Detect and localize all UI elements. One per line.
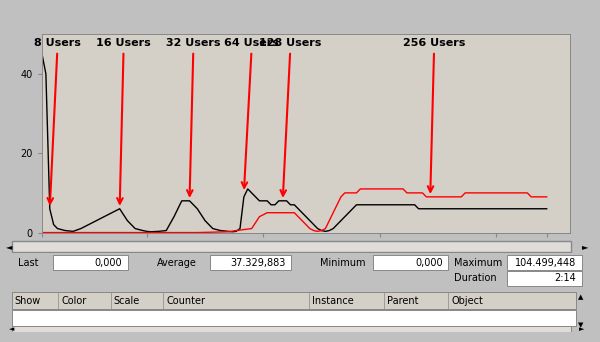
Text: 0,000: 0,000 — [95, 258, 122, 268]
Text: ◄: ◄ — [5, 242, 12, 251]
Text: Last: Last — [17, 258, 38, 268]
Bar — [373, 255, 448, 270]
Text: Duration: Duration — [454, 273, 497, 283]
Bar — [12, 292, 577, 309]
Text: 16 Users: 16 Users — [97, 38, 151, 203]
Text: 128 Users: 128 Users — [259, 38, 322, 196]
Text: ►: ► — [582, 242, 589, 251]
Text: Maximum: Maximum — [454, 258, 502, 268]
Bar — [506, 255, 582, 270]
Text: Show: Show — [15, 295, 41, 305]
Text: ▲: ▲ — [578, 294, 583, 300]
Text: Object: Object — [451, 295, 483, 305]
Text: Counter: Counter — [166, 295, 205, 305]
Text: ▼: ▼ — [578, 323, 583, 329]
Text: 2:14: 2:14 — [554, 273, 577, 283]
Text: Instance: Instance — [311, 295, 353, 305]
Text: ◄: ◄ — [9, 326, 14, 332]
Text: Color: Color — [61, 295, 86, 305]
Text: 32 Users: 32 Users — [166, 38, 221, 196]
Text: 104.499,448: 104.499,448 — [515, 258, 577, 268]
Text: 256 Users: 256 Users — [403, 38, 466, 192]
Bar — [506, 271, 582, 286]
Text: 8 Users: 8 Users — [34, 38, 81, 203]
Text: Average: Average — [157, 258, 197, 268]
Bar — [12, 241, 571, 252]
Text: Scale: Scale — [113, 295, 140, 305]
Text: 0,000: 0,000 — [415, 258, 443, 268]
Text: 64 Users: 64 Users — [224, 38, 280, 188]
Text: 37.329,883: 37.329,883 — [230, 258, 286, 268]
Text: ►: ► — [578, 326, 584, 332]
Bar — [12, 310, 577, 326]
Text: Parent: Parent — [387, 295, 419, 305]
Bar — [53, 255, 128, 270]
Bar — [210, 255, 291, 270]
Text: Minimum: Minimum — [320, 258, 366, 268]
Bar — [12, 326, 571, 332]
